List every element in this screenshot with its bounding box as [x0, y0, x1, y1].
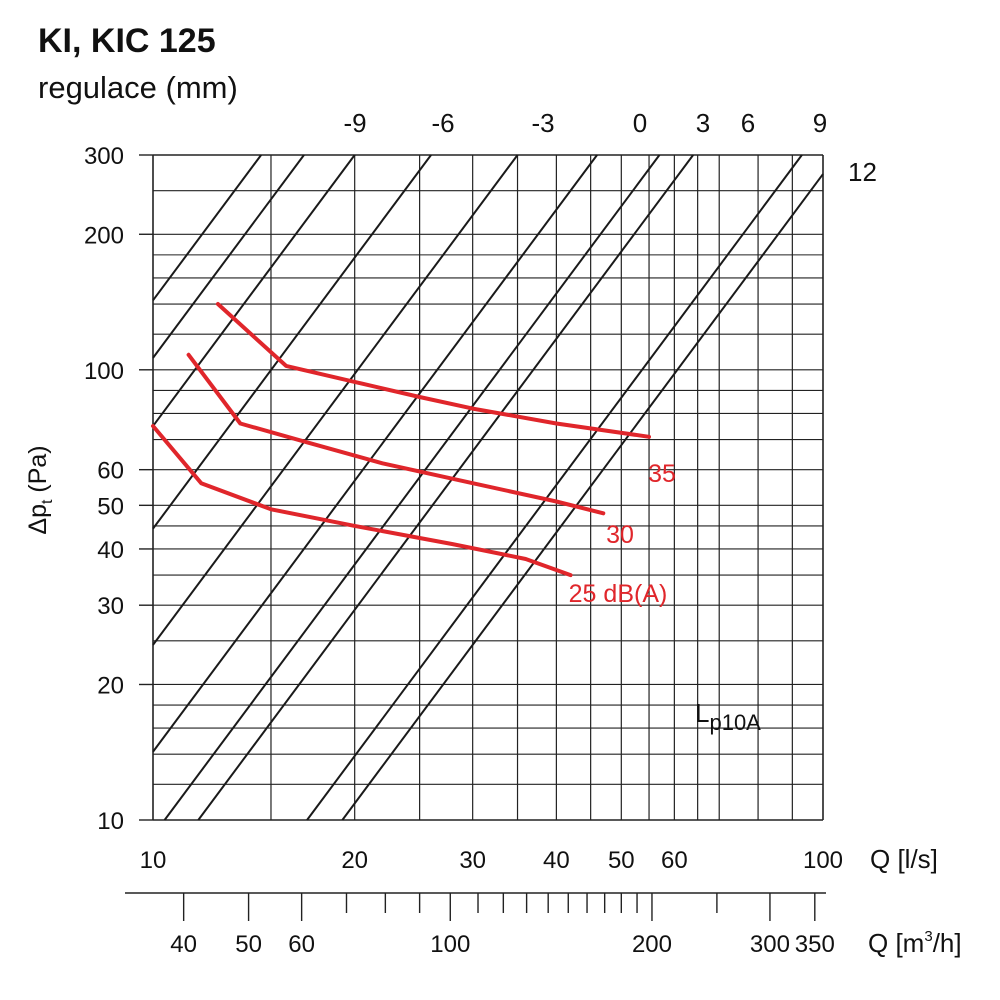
- regulation-label: 0: [633, 108, 647, 138]
- x-tick-label: 50: [608, 847, 635, 874]
- regulation-label: -3: [531, 108, 554, 138]
- y-axis-label: Δpt (Pa): [24, 445, 56, 534]
- y-tick-label: 10: [97, 808, 124, 835]
- x-tick-label: 30: [459, 847, 486, 874]
- regulation-label: 3: [696, 108, 710, 138]
- x2-tick-label: 350: [795, 931, 835, 958]
- y-tick-label: 40: [97, 537, 124, 564]
- regulation-line: [306, 154, 803, 821]
- chart-subtitle: regulace (mm): [38, 70, 238, 105]
- regulation-label: 6: [741, 108, 755, 138]
- lp10a-note: Lp10A: [695, 698, 761, 735]
- x2-tick-label: 200: [632, 931, 672, 958]
- x-tick-label: 20: [341, 847, 368, 874]
- noise-curve-label: 35: [648, 460, 676, 488]
- noise-curves: 35 30 25 dB(A): [151, 302, 676, 608]
- x-tick-label: 100: [803, 847, 843, 874]
- y-tick-label: 300: [84, 143, 124, 170]
- x2-tick-label: 50: [235, 931, 262, 958]
- x-tick-label: 40: [543, 847, 570, 874]
- chart-title: KI, KIC 125: [38, 22, 216, 60]
- y-tick-label: 200: [84, 222, 124, 249]
- y-tick-label: 100: [84, 358, 124, 385]
- regulation-line: [163, 154, 661, 821]
- regulation-line: [152, 154, 262, 301]
- regulation-line: [152, 154, 356, 427]
- regulation-label: -6: [431, 108, 454, 138]
- regulation-label: 9: [813, 108, 827, 138]
- regulation-line: [197, 154, 694, 821]
- regulation-lines: [152, 154, 824, 821]
- regulation-line: [152, 154, 519, 646]
- regulation-line: [152, 154, 432, 530]
- y-tick-label: 30: [97, 593, 124, 620]
- x2-tick-label: 100: [430, 931, 470, 958]
- noise-curve: [215, 302, 651, 439]
- noise-curve: [186, 352, 606, 516]
- x2-axis-label: Q [m3/h]: [868, 928, 962, 958]
- regulation-line: [152, 154, 598, 753]
- x2-tick-label: 300: [750, 931, 790, 958]
- regulation-label: 12: [848, 157, 877, 187]
- regulation-line: [341, 173, 824, 821]
- x-axis-label: Q [l/s]: [870, 844, 938, 874]
- noise-curve-label: 30: [606, 521, 634, 549]
- x2-tick-label: 40: [170, 931, 197, 958]
- regulation-line: [152, 154, 305, 359]
- x-tick-label: 60: [661, 847, 688, 874]
- noise-curve: [151, 424, 573, 578]
- y-tick-label: 20: [97, 672, 124, 699]
- y-tick-label: 50: [97, 493, 124, 520]
- x-tick-label: 10: [140, 847, 167, 874]
- regulation-label: -9: [343, 108, 366, 138]
- axes: -9 -6 -3 0 3 6 9 12 10 20 30 40 50 60 100 200 300 10 20 30 4…: [84, 108, 877, 958]
- x2-tick-label: 60: [288, 931, 315, 958]
- y-tick-label: 60: [97, 458, 124, 485]
- noise-curve-label: 25 dB(A): [569, 580, 668, 608]
